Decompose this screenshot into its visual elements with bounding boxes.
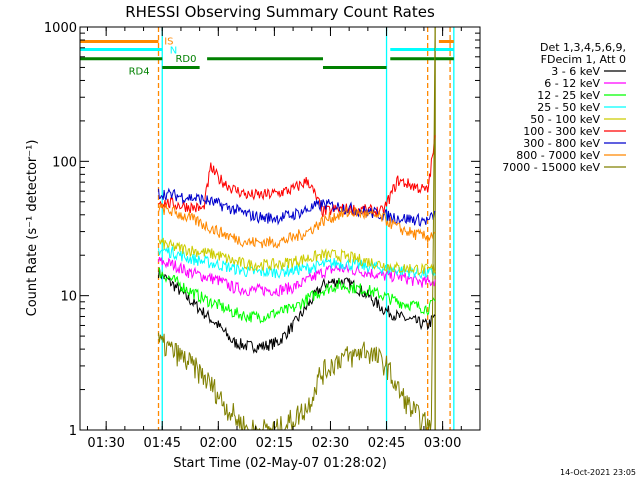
x-axis-label: Start Time (02-May-07 01:28:02) <box>173 456 387 471</box>
y-tick-label-3: 1000 <box>44 21 77 36</box>
legend-header-1: FDecim 1, Att 0 <box>541 53 626 66</box>
x-tick-label-6: 03:00 <box>424 436 461 451</box>
y-tick-label-2: 100 <box>52 155 77 170</box>
legend: Det 1,3,4,5,6,9,FDecim 1, Att 03 - 6 keV… <box>502 41 626 174</box>
legend-entry-8: 7000 - 15000 keV <box>502 161 600 174</box>
x-tick-label-2: 02:00 <box>200 436 237 451</box>
state-label-is: IS <box>164 36 173 47</box>
legend-entry-0: 3 - 6 keV <box>551 65 600 78</box>
y-axis-label: Count Rate (s⁻¹ detector⁻¹) <box>25 140 40 317</box>
x-tick-label-5: 02:45 <box>368 436 405 451</box>
series-line-7 <box>158 203 436 249</box>
chart-title: RHESSI Observing Summary Count Rates <box>125 3 435 21</box>
legend-entry-6: 300 - 800 keV <box>523 137 600 150</box>
legend-header-0: Det 1,3,4,5,6,9, <box>540 41 626 54</box>
state-label-n: N <box>170 45 177 56</box>
legend-entry-7: 800 - 7000 keV <box>516 149 600 162</box>
y-tick-label-1: 10 <box>60 290 77 305</box>
x-tick-label-3: 02:15 <box>256 436 293 451</box>
series-line-2 <box>158 267 436 324</box>
series-line-4 <box>158 237 436 276</box>
x-tick-label-1: 01:45 <box>144 436 181 451</box>
plot-area <box>80 27 455 430</box>
series-line-6 <box>158 187 436 227</box>
footer-date: 14-Oct-2021 23:05 <box>560 468 636 477</box>
legend-entry-5: 100 - 300 keV <box>523 125 600 138</box>
series-line-8 <box>158 27 436 430</box>
legend-entry-3: 25 - 50 keV <box>537 101 600 114</box>
legend-entry-4: 50 - 100 keV <box>530 113 600 126</box>
series-line-0 <box>158 267 436 354</box>
state-label-rd4: RD4 <box>129 66 150 77</box>
legend-entry-2: 12 - 25 keV <box>537 89 600 102</box>
legend-entry-1: 6 - 12 keV <box>544 77 600 90</box>
state-label-rd0: RD0 <box>175 54 196 65</box>
y-tick-label-0: 1 <box>69 424 77 439</box>
x-tick-label-4: 02:30 <box>312 436 349 451</box>
series-line-5 <box>158 135 436 218</box>
plot-frame <box>79 26 481 431</box>
x-tick-label-0: 01:30 <box>87 436 124 451</box>
